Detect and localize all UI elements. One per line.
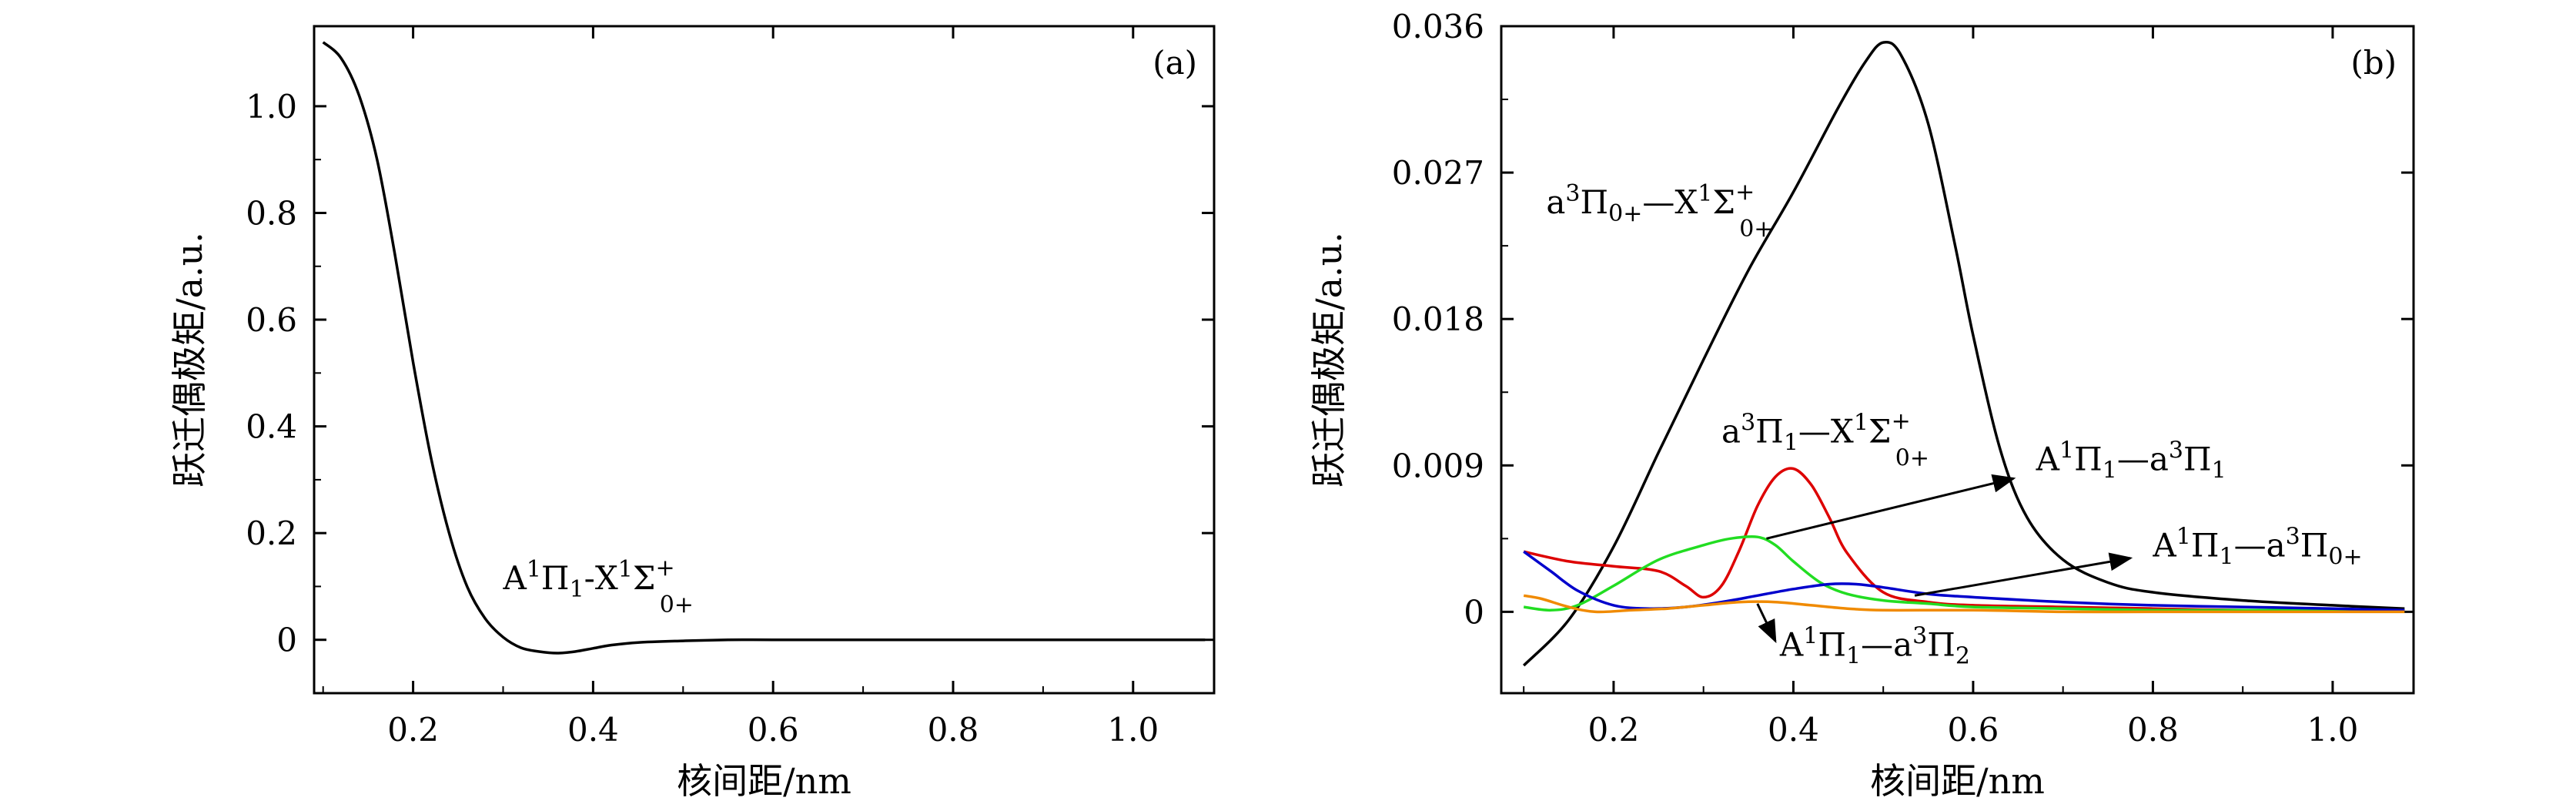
panel-b-annotation-arrow-2 — [1766, 474, 2016, 540]
panel-a-ytick-label: 1.0 — [246, 88, 297, 126]
panel-b-series-line-1 — [1523, 467, 2405, 612]
panel-b-xtick-label: 0.2 — [1588, 711, 1640, 749]
panel-b-annotation-label-2: A1Π1—a3Π1 — [2036, 437, 2226, 484]
panel-b-xtick-label: 1.0 — [2307, 711, 2359, 749]
panel-b-ytick-label: 0.027 — [1392, 154, 1484, 192]
panel-b-y-axis-title: 跃迁偶极矩/a.u. — [1308, 232, 1350, 488]
panel-b-series-line-2 — [1523, 535, 2405, 612]
panel-a-ytick-label: 0.2 — [246, 514, 297, 552]
panel-b-series-line-0 — [1522, 40, 2405, 667]
panel-a-chart: 0.2 0.4 0.6 0.8 1.0 0 0.2 0.4 0.6 0.8 1.0 核间距/nm 跃迁偶… — [169, 25, 1216, 802]
panel-a-ytick-label: 0 — [276, 622, 297, 659]
panel-a-x-axis-title: 核间距/nm — [677, 760, 851, 802]
panel-b-plot-frame — [1500, 25, 2415, 695]
panel-a-xtick-label: 0.2 — [387, 711, 439, 749]
panel-b-annotation-label-4: A1Π1—a3Π2 — [1779, 622, 1970, 669]
panel-b-series-line-4 — [1523, 594, 2405, 614]
panel-a-xtick-label: 0.8 — [928, 711, 979, 749]
panel-a-y-axis-title: 跃迁偶极矩/a.u. — [169, 232, 210, 488]
panel-b-annotation-label-1: a3Π1—X1Σ+ 0+ — [1721, 408, 1929, 472]
panel-b-ytick-label: 0.036 — [1392, 8, 1484, 45]
panel-b-ytick-label: 0 — [1464, 593, 1484, 631]
panel-a-ytick-label: 0.6 — [246, 301, 297, 339]
panel-a-panel-label: (a) — [1153, 44, 1197, 82]
panel-a-xtick-label: 0.4 — [567, 711, 619, 749]
panel-b-annotation-arrow-3 — [1914, 552, 2133, 597]
panel-a-plot-frame — [313, 25, 1216, 695]
panel-a-ytick-label: 0.4 — [246, 408, 297, 446]
panel-a-xtick-label: 1.0 — [1107, 711, 1159, 749]
panel-b-xtick-label: 0.8 — [2127, 711, 2179, 749]
panel-b-annotation-label-0: a3Π0+—X1Σ+ 0+ — [1546, 179, 1773, 243]
panel-a-ytick-label: 0.8 — [246, 194, 297, 232]
panel-a-annotation-label-0: A1Π1-X1Σ+ 0+ — [502, 555, 693, 618]
panel-b-x-axis-title: 核间距/nm — [1870, 760, 2045, 802]
panel-b-chart: 0.2 0.4 0.6 0.8 1.0 0 0.009 0.018 0.027 0.036 核间距/… — [1308, 8, 2415, 802]
panel-b-xtick-label: 0.6 — [1948, 711, 1999, 749]
panel-b-annotation-arrow-4 — [1756, 603, 1777, 644]
panel-b-ytick-label: 0.018 — [1392, 300, 1484, 338]
panel-a-xtick-label: 0.6 — [748, 711, 799, 749]
panel-b-panel-label: (b) — [2350, 44, 2397, 82]
panel-b-annotation-label-3: A1Π1—a3Π0+ — [2152, 524, 2362, 571]
panel-b-series-line-3 — [1523, 550, 2405, 612]
panel-b-ytick-label: 0.009 — [1392, 447, 1484, 484]
panel-a-series-line-0 — [322, 41, 1206, 655]
panel-b-xtick-label: 0.4 — [1768, 711, 1819, 749]
